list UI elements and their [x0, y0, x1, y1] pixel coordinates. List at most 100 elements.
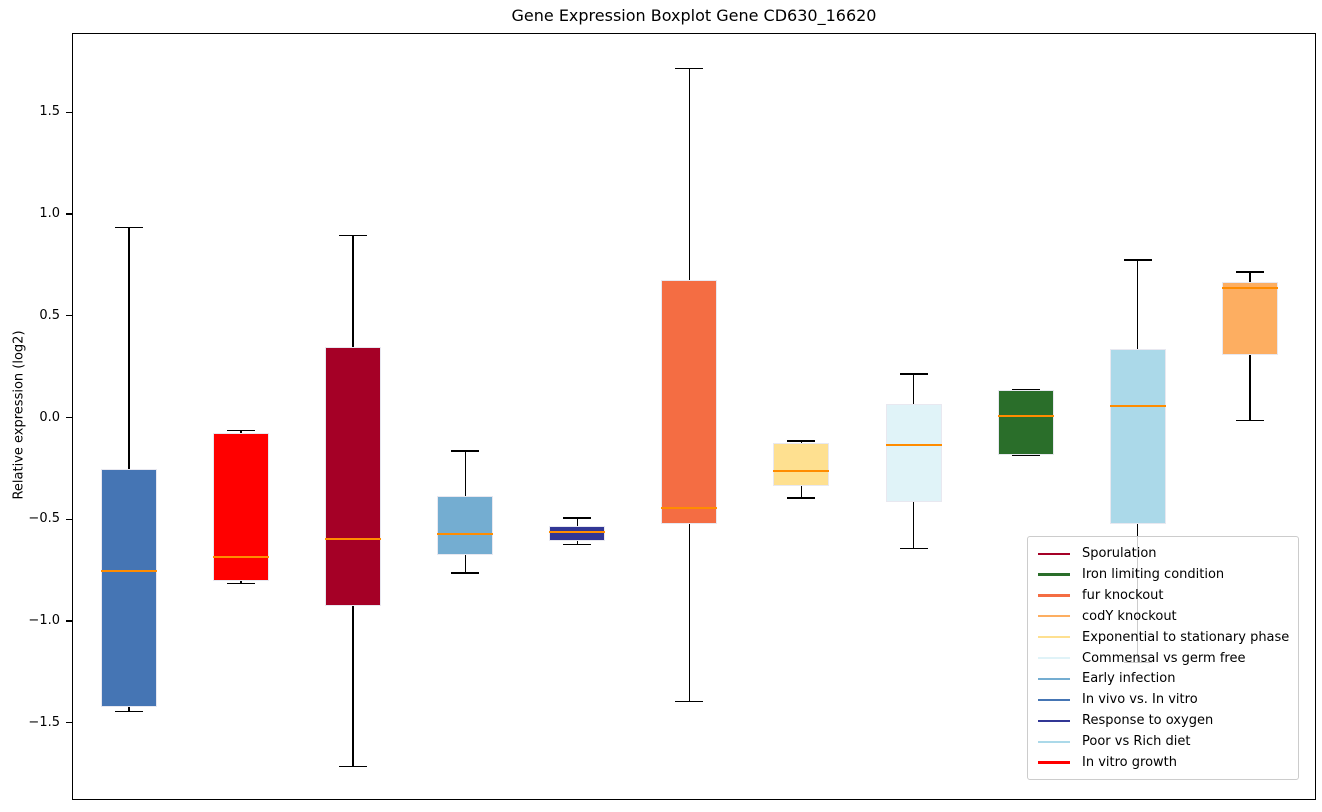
box-cody-knockout — [1221, 282, 1278, 356]
upper-cap-response-to-oxygen — [563, 517, 592, 519]
legend-swatch — [1038, 615, 1070, 618]
lower-whisker-cody-knockout — [1249, 355, 1251, 421]
y-tick-mark — [66, 213, 72, 215]
upper-cap-commensal-vs-germ-free — [899, 373, 928, 375]
median-fur-knockout — [661, 507, 718, 510]
legend-label: Sporulation — [1082, 546, 1157, 562]
upper-cap-exponential-to-stationary-phase — [787, 440, 816, 442]
upper-whisker-in-vitro-growth — [240, 430, 242, 433]
lower-cap-cody-knockout — [1235, 419, 1264, 422]
upper-whisker-cody-knockout — [1249, 272, 1251, 283]
y-tick-mark — [66, 416, 72, 419]
legend-swatch — [1038, 552, 1070, 555]
box-sporulation — [325, 347, 382, 606]
upper-whisker-sporulation — [352, 235, 354, 348]
lower-whisker-sporulation — [352, 605, 354, 767]
upper-whisker-commensal-vs-germ-free — [912, 373, 915, 405]
legend-swatch — [1038, 719, 1070, 722]
box-early-infection — [437, 495, 494, 555]
lower-whisker-commensal-vs-germ-free — [912, 501, 915, 549]
y-tick-label: −1.5 — [28, 714, 60, 730]
lower-cap-exponential-to-stationary-phase — [787, 497, 816, 499]
legend-row: Early infection — [1038, 669, 1288, 690]
legend-row: Iron limiting condition — [1038, 564, 1288, 585]
box-iron-limiting-condition — [997, 390, 1054, 456]
y-tick-label: 1.5 — [39, 104, 60, 120]
lower-cap-response-to-oxygen — [563, 543, 592, 546]
median-in-vitro-growth — [213, 555, 270, 558]
y-tick-mark — [66, 315, 72, 317]
y-tick-mark — [66, 518, 72, 520]
box-in-vitro-growth — [213, 432, 270, 582]
median-iron-limiting-condition — [997, 415, 1054, 418]
median-commensal-vs-germ-free — [885, 443, 942, 446]
upper-whisker-poor-vs-rich-diet — [1136, 259, 1139, 350]
y-tick-label: −1.0 — [28, 612, 60, 628]
upper-whisker-early-infection — [464, 451, 466, 496]
upper-cap-in-vivo-vs-in-vitro — [115, 226, 144, 229]
lower-whisker-exponential-to-stationary-phase — [800, 485, 803, 498]
legend-label: Early infection — [1082, 671, 1176, 687]
lower-whisker-early-infection — [464, 554, 466, 574]
legend-label: Response to oxygen — [1082, 713, 1214, 729]
y-tick-label: 1.0 — [39, 206, 60, 222]
upper-cap-sporulation — [339, 234, 368, 237]
legend-row: Commensal vs germ free — [1038, 648, 1288, 669]
y-tick-mark — [66, 620, 72, 622]
legend-row: codY knockout — [1038, 606, 1288, 627]
box-in-vivo-vs-in-vitro — [101, 469, 158, 708]
median-in-vivo-vs-in-vitro — [101, 570, 158, 573]
lower-whisker-in-vitro-growth — [240, 581, 242, 584]
upper-whisker-fur-knockout — [688, 68, 691, 281]
chart-title: Gene Expression Boxplot Gene CD630_16620 — [511, 6, 877, 25]
upper-cap-early-infection — [451, 450, 480, 452]
legend-row: In vitro growth — [1038, 752, 1288, 773]
lower-cap-early-infection — [451, 572, 480, 574]
legend-label: Commensal vs germ free — [1082, 650, 1246, 666]
lower-cap-fur-knockout — [675, 700, 704, 703]
box-response-to-oxygen — [549, 526, 606, 541]
median-sporulation — [325, 537, 382, 540]
legend-label: Iron limiting condition — [1082, 567, 1225, 583]
upper-whisker-exponential-to-stationary-phase — [800, 440, 803, 443]
legend-label: Poor vs Rich diet — [1082, 734, 1191, 750]
upper-whisker-response-to-oxygen — [576, 518, 579, 527]
y-tick-label: 0.0 — [39, 409, 60, 425]
legend-swatch — [1038, 573, 1070, 576]
y-tick-label: −0.5 — [28, 511, 60, 527]
legend-swatch — [1038, 740, 1070, 743]
legend-row: In vivo vs. In vitro — [1038, 689, 1288, 710]
legend-swatch — [1038, 636, 1070, 639]
legend-row: Sporulation — [1038, 543, 1288, 564]
legend: Sporulation Iron limiting condition fur kn… — [1027, 536, 1299, 780]
lower-whisker-fur-knockout — [688, 524, 691, 702]
lower-cap-iron-limiting-condition — [1011, 454, 1040, 456]
lower-cap-in-vivo-vs-in-vitro — [115, 710, 144, 713]
upper-cap-in-vitro-growth — [227, 429, 256, 432]
legend-label: Exponential to stationary phase — [1082, 629, 1290, 645]
box-poor-vs-rich-diet — [1109, 349, 1166, 525]
lower-cap-in-vitro-growth — [227, 582, 256, 585]
legend-swatch — [1038, 657, 1070, 660]
lower-whisker-response-to-oxygen — [576, 540, 579, 545]
upper-cap-fur-knockout — [675, 67, 704, 70]
lower-cap-sporulation — [339, 765, 368, 768]
lower-whisker-in-vivo-vs-in-vitro — [128, 707, 130, 712]
legend-row: fur knockout — [1038, 585, 1288, 606]
legend-swatch — [1038, 698, 1070, 701]
legend-row: Exponential to stationary phase — [1038, 627, 1290, 648]
legend-label: codY knockout — [1082, 608, 1177, 624]
legend-swatch — [1038, 594, 1070, 597]
legend-row: Response to oxygen — [1038, 710, 1288, 731]
median-poor-vs-rich-diet — [1109, 405, 1166, 408]
legend-swatch — [1038, 761, 1070, 764]
legend-label: In vitro growth — [1082, 755, 1177, 771]
plot-area: Sporulation Iron limiting condition fur kn… — [72, 33, 1316, 800]
legend-rows: Sporulation Iron limiting condition fur kn… — [1038, 543, 1290, 773]
legend-label: fur knockout — [1082, 587, 1164, 603]
upper-whisker-in-vivo-vs-in-vitro — [128, 227, 130, 470]
upper-cap-poor-vs-rich-diet — [1123, 259, 1152, 261]
median-early-infection — [437, 533, 494, 536]
box-exponential-to-stationary-phase — [773, 442, 830, 486]
